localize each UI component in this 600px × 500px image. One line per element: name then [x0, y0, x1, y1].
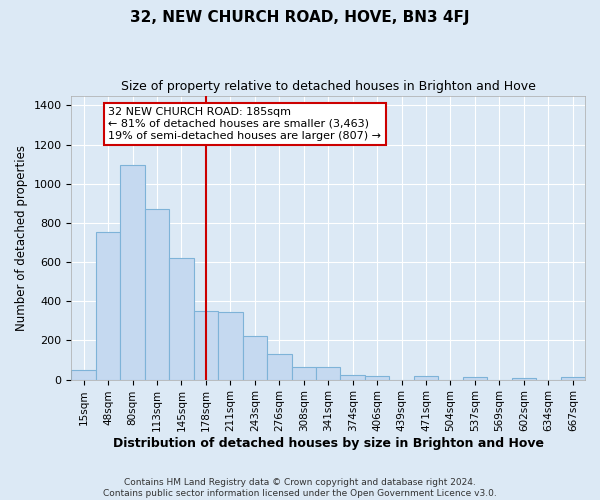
Text: 32, NEW CHURCH ROAD, HOVE, BN3 4FJ: 32, NEW CHURCH ROAD, HOVE, BN3 4FJ	[130, 10, 470, 25]
Bar	[96, 232, 121, 380]
Bar	[512, 378, 536, 380]
Bar	[218, 312, 242, 380]
Bar	[316, 367, 340, 380]
Bar	[194, 311, 218, 380]
Bar	[169, 258, 194, 380]
Bar	[340, 374, 365, 380]
Y-axis label: Number of detached properties: Number of detached properties	[15, 144, 28, 330]
Title: Size of property relative to detached houses in Brighton and Hove: Size of property relative to detached ho…	[121, 80, 536, 93]
X-axis label: Distribution of detached houses by size in Brighton and Hove: Distribution of detached houses by size …	[113, 437, 544, 450]
Bar	[71, 370, 96, 380]
Bar	[145, 209, 169, 380]
Text: Contains HM Land Registry data © Crown copyright and database right 2024.
Contai: Contains HM Land Registry data © Crown c…	[103, 478, 497, 498]
Bar	[292, 367, 316, 380]
Bar	[365, 376, 389, 380]
Bar	[267, 354, 292, 380]
Bar	[463, 377, 487, 380]
Bar	[121, 165, 145, 380]
Text: 32 NEW CHURCH ROAD: 185sqm
← 81% of detached houses are smaller (3,463)
19% of s: 32 NEW CHURCH ROAD: 185sqm ← 81% of deta…	[108, 108, 381, 140]
Bar	[242, 336, 267, 380]
Bar	[560, 377, 585, 380]
Bar	[414, 376, 438, 380]
